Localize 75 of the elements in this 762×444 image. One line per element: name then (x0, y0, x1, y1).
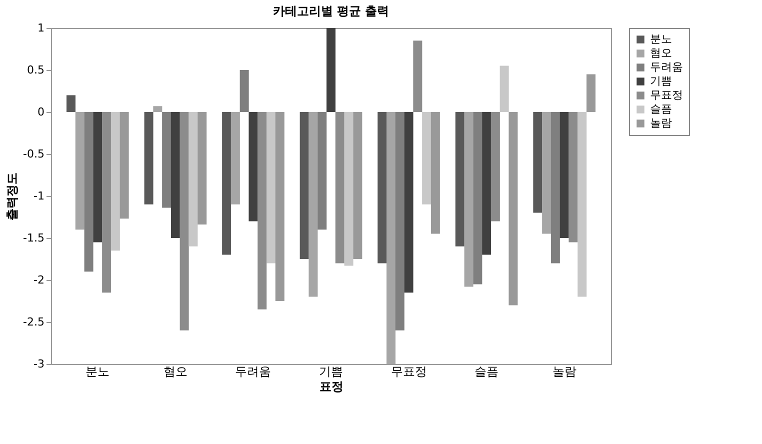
bar (568, 112, 578, 242)
bar (550, 112, 560, 264)
bar (455, 112, 464, 246)
y-tick-label: -0.5 (23, 148, 44, 160)
x-tick-label: 무표정 (390, 364, 427, 378)
bar (560, 112, 569, 238)
bar (93, 112, 102, 242)
y-tick-label: -3 (34, 358, 44, 370)
bar (344, 112, 354, 266)
chart-title: 카테고리별 평균 출력 (272, 4, 390, 18)
x-axis-title: 표정 (320, 380, 344, 394)
bar (102, 112, 112, 293)
legend-label: 두려움 (650, 60, 683, 74)
y-tick-label: 0.5 (27, 64, 44, 76)
bar (266, 112, 276, 264)
bar (378, 112, 387, 264)
x-tick-label: 두려움 (235, 364, 272, 378)
bar (188, 112, 198, 246)
bar (198, 112, 207, 225)
bar (120, 112, 129, 219)
y-tick-label: 1 (38, 22, 44, 34)
bar (240, 70, 249, 112)
bar (84, 112, 94, 272)
legend-label: 분노 (650, 32, 672, 46)
y-axis-title: 출력정도 (5, 172, 20, 220)
bar (258, 112, 267, 310)
bar (230, 112, 240, 204)
y-tick-label: -2.5 (23, 316, 44, 328)
bar (170, 112, 180, 238)
y-tick-label: -1.5 (23, 232, 44, 244)
bar (404, 112, 414, 293)
bar (586, 74, 596, 112)
bar (110, 112, 120, 251)
bar (180, 112, 189, 330)
bar (75, 112, 84, 230)
bar (542, 112, 552, 234)
bar (386, 112, 396, 364)
bar (153, 106, 162, 112)
bar (578, 112, 587, 297)
bar (508, 112, 518, 306)
legend-label: 슬픔 (650, 102, 672, 116)
bar (66, 95, 76, 112)
bar (318, 112, 327, 230)
x-tick-label: 슬픔 (474, 364, 499, 378)
bar (413, 40, 422, 112)
bar (473, 112, 482, 284)
bar (144, 112, 154, 204)
bar (248, 112, 258, 222)
legend-label: 무표정 (650, 88, 683, 102)
bar (300, 112, 309, 259)
legend-label: 기쁨 (650, 74, 672, 88)
bar (353, 112, 362, 259)
bar (326, 28, 336, 112)
bar (490, 112, 500, 222)
y-tick-label: -2 (34, 274, 44, 286)
bar (395, 112, 404, 330)
bar (308, 112, 318, 297)
legend-label: 놀람 (650, 116, 672, 130)
bar (464, 112, 474, 287)
bar (275, 112, 284, 301)
bar (482, 112, 492, 255)
bar (335, 112, 344, 264)
x-tick-label: 분노 (86, 364, 110, 378)
x-tick-label: 놀람 (552, 364, 576, 378)
legend-label: 혐오 (650, 46, 672, 60)
bar (500, 66, 509, 112)
x-tick-label: 혐오 (163, 364, 188, 378)
y-tick-label: 0 (38, 106, 44, 118)
bar (430, 112, 440, 234)
bar (533, 112, 542, 213)
x-tick-label: 기쁨 (319, 364, 343, 378)
bar (162, 112, 172, 208)
bar (422, 112, 432, 204)
bar (222, 112, 232, 255)
y-tick-label: -1 (34, 190, 44, 202)
